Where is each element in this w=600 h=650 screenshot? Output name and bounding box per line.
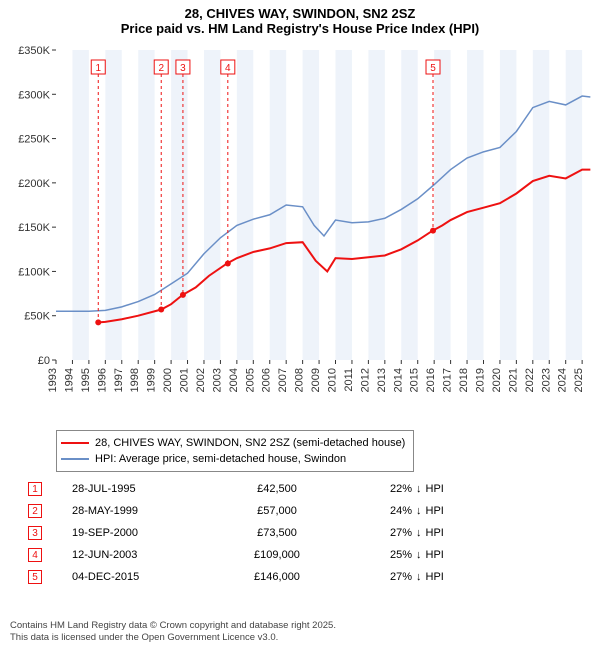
down-arrow-icon: ↓ (416, 483, 422, 495)
legend-swatch (61, 458, 89, 460)
svg-text:2006: 2006 (261, 368, 273, 392)
svg-text:2018: 2018 (458, 368, 470, 392)
event-date: 28-MAY-1999 (72, 505, 222, 517)
svg-text:2007: 2007 (277, 368, 289, 392)
svg-text:2023: 2023 (540, 368, 552, 392)
svg-text:2001: 2001 (179, 368, 191, 392)
legend: 28, CHIVES WAY, SWINDON, SN2 2SZ (semi-d… (56, 430, 414, 472)
event-date: 04-DEC-2015 (72, 571, 222, 583)
event-pct: 27% (332, 527, 412, 539)
svg-text:1998: 1998 (129, 368, 141, 392)
events-table: 1 28-JUL-1995£42,50022% ↓ HPI 2 28-MAY-1999£5… (28, 478, 590, 588)
svg-text:2016: 2016 (425, 368, 437, 392)
event-price: £42,500 (222, 483, 332, 495)
svg-text:2003: 2003 (211, 368, 223, 392)
svg-text:2017: 2017 (442, 368, 454, 392)
event-marker-box: 2 (28, 504, 42, 518)
svg-text:£300K: £300K (18, 89, 50, 101)
svg-text:1994: 1994 (63, 368, 75, 392)
event-row: 3 19-SEP-2000£73,50027% ↓ HPI (28, 522, 590, 544)
event-price: £73,500 (222, 527, 332, 539)
event-hpi-label: HPI (426, 571, 444, 583)
event-price: £109,000 (222, 549, 332, 561)
svg-text:1993: 1993 (47, 368, 59, 392)
legend-row: HPI: Average price, semi-detached house,… (61, 451, 405, 467)
event-date: 19-SEP-2000 (72, 527, 222, 539)
svg-text:2019: 2019 (474, 368, 486, 392)
event-row: 4 12-JUN-2003£109,00025% ↓ HPI (28, 544, 590, 566)
svg-text:2024: 2024 (557, 368, 569, 392)
svg-text:5: 5 (430, 63, 436, 74)
event-pct: 27% (332, 571, 412, 583)
svg-text:2025: 2025 (573, 368, 585, 392)
svg-text:£250K: £250K (18, 134, 50, 146)
svg-text:2011: 2011 (343, 368, 355, 392)
event-hpi-label: HPI (426, 483, 444, 495)
svg-text:3: 3 (180, 63, 186, 74)
svg-text:4: 4 (225, 63, 231, 74)
event-date: 12-JUN-2003 (72, 549, 222, 561)
down-arrow-icon: ↓ (416, 527, 422, 539)
legend-row: 28, CHIVES WAY, SWINDON, SN2 2SZ (semi-d… (61, 435, 405, 451)
svg-text:1999: 1999 (146, 368, 158, 392)
down-arrow-icon: ↓ (416, 505, 422, 517)
event-marker-box: 5 (28, 570, 42, 584)
legend-label: 28, CHIVES WAY, SWINDON, SN2 2SZ (semi-d… (95, 437, 405, 449)
event-marker-box: 3 (28, 526, 42, 540)
price-chart-svg: £0 £50K £100K £150K £200K £250K £300K £350K 1993… (0, 40, 600, 420)
svg-text:2022: 2022 (524, 368, 536, 392)
svg-text:£150K: £150K (18, 222, 50, 234)
legend-label: HPI: Average price, semi-detached house,… (95, 453, 346, 465)
svg-text:2013: 2013 (376, 368, 388, 392)
svg-text:2005: 2005 (244, 368, 256, 392)
event-price: £57,000 (222, 505, 332, 517)
svg-text:2010: 2010 (327, 368, 339, 392)
svg-text:2021: 2021 (507, 368, 519, 392)
svg-text:2002: 2002 (195, 368, 207, 392)
svg-text:2015: 2015 (409, 368, 421, 392)
svg-text:2012: 2012 (359, 368, 371, 392)
svg-text:2020: 2020 (491, 368, 503, 392)
svg-text:£100K: £100K (18, 266, 50, 278)
chart-area: £0 £50K £100K £150K £200K £250K £300K £350K 1993… (0, 40, 600, 420)
event-row: 5 04-DEC-2015£146,00027% ↓ HPI (28, 566, 590, 588)
svg-text:2004: 2004 (228, 368, 240, 392)
down-arrow-icon: ↓ (416, 549, 422, 561)
svg-text:£50K: £50K (24, 311, 50, 323)
down-arrow-icon: ↓ (416, 571, 422, 583)
event-pct: 22% (332, 483, 412, 495)
svg-text:1996: 1996 (96, 368, 108, 392)
svg-text:£0: £0 (38, 355, 50, 367)
title-line-1: 28, CHIVES WAY, SWINDON, SN2 2SZ (0, 6, 600, 21)
svg-text:2009: 2009 (310, 368, 322, 392)
svg-text:1: 1 (95, 63, 101, 74)
legend-swatch (61, 442, 89, 444)
footer-attribution: Contains HM Land Registry data © Crown c… (10, 620, 590, 644)
chart-title: 28, CHIVES WAY, SWINDON, SN2 2SZ Price p… (0, 0, 600, 36)
footer-line-2: This data is licensed under the Open Gov… (10, 632, 590, 644)
event-pct: 25% (332, 549, 412, 561)
event-hpi-label: HPI (426, 549, 444, 561)
title-line-2: Price paid vs. HM Land Registry's House … (0, 21, 600, 36)
svg-text:1995: 1995 (80, 368, 92, 392)
event-marker-box: 4 (28, 548, 42, 562)
footer-line-1: Contains HM Land Registry data © Crown c… (10, 620, 590, 632)
svg-text:£350K: £350K (18, 45, 50, 57)
event-pct: 24% (332, 505, 412, 517)
svg-text:£200K: £200K (18, 178, 50, 190)
svg-text:2000: 2000 (162, 368, 174, 392)
event-row: 2 28-MAY-1999£57,00024% ↓ HPI (28, 500, 590, 522)
event-hpi-label: HPI (426, 527, 444, 539)
event-date: 28-JUL-1995 (72, 483, 222, 495)
svg-text:2008: 2008 (294, 368, 306, 392)
event-row: 1 28-JUL-1995£42,50022% ↓ HPI (28, 478, 590, 500)
svg-text:1997: 1997 (113, 368, 125, 392)
svg-text:2014: 2014 (392, 368, 404, 392)
svg-text:2: 2 (158, 63, 164, 74)
event-hpi-label: HPI (426, 505, 444, 517)
event-marker-box: 1 (28, 482, 42, 496)
event-price: £146,000 (222, 571, 332, 583)
